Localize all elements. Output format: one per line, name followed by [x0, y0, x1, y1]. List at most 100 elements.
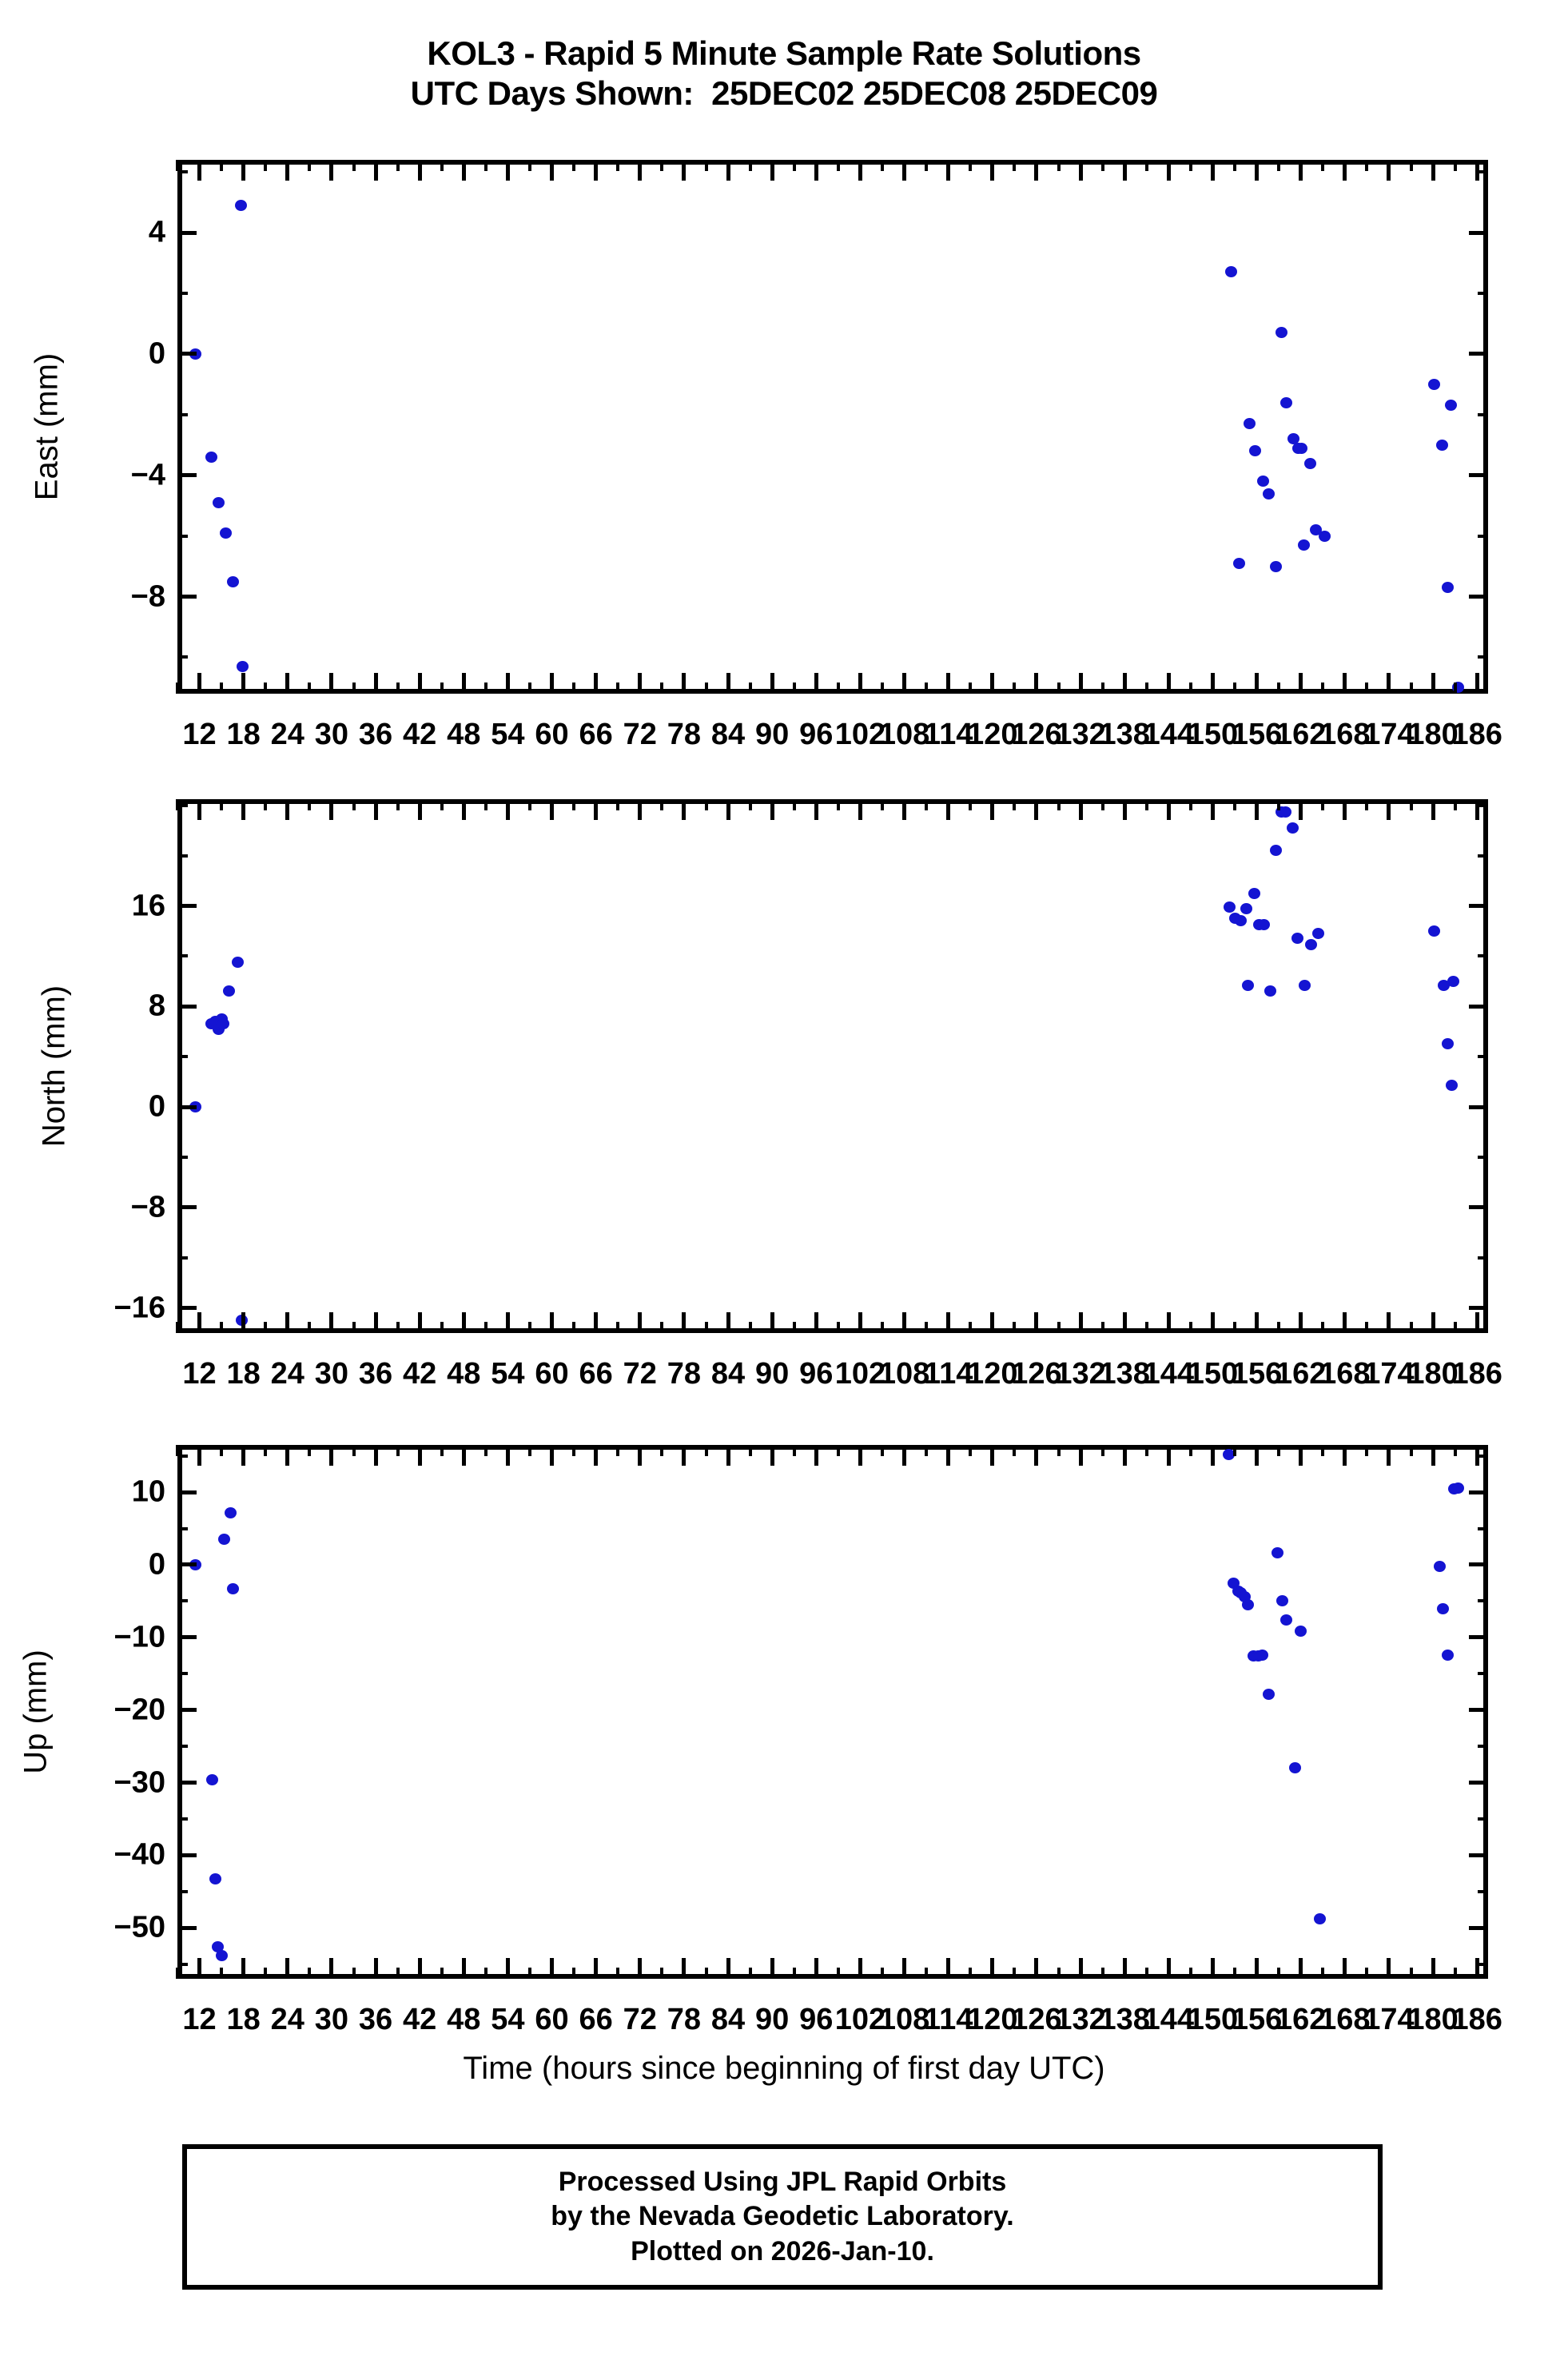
x-tick	[1387, 160, 1391, 181]
y-tick	[177, 954, 188, 958]
x-tick	[329, 1445, 334, 1466]
x-tick	[308, 1322, 312, 1333]
x-tick	[1100, 160, 1104, 171]
y-tick	[1469, 1306, 1488, 1311]
x-tick	[881, 160, 885, 171]
x-tick-label: 48	[447, 718, 481, 751]
x-tick	[550, 799, 555, 820]
x-tick	[505, 160, 510, 181]
x-tick	[1299, 1958, 1303, 1979]
x-tick	[1210, 799, 1215, 820]
x-tick	[616, 1445, 620, 1456]
x-tick	[946, 1312, 951, 1333]
x-tick	[1166, 799, 1171, 820]
x-tick-label: 102	[834, 1357, 886, 1391]
x-tick	[594, 1445, 599, 1466]
x-tick	[396, 1968, 400, 1979]
x-tick	[1387, 673, 1391, 694]
x-tick	[1365, 683, 1369, 694]
x-tick	[1474, 673, 1479, 694]
y-tick	[177, 803, 188, 807]
x-tick	[1122, 1958, 1127, 1979]
y-tick	[177, 854, 188, 858]
x-tick	[704, 799, 708, 810]
x-tick	[1233, 1322, 1237, 1333]
x-tick-label: 132	[1055, 718, 1106, 751]
footer-line-3: Plotted on 2026-Jan-10.	[631, 2235, 934, 2266]
y-tick	[177, 595, 197, 599]
x-tick	[1365, 1968, 1369, 1979]
x-tick	[1255, 1312, 1260, 1333]
y-axis-title-north: North (mm)	[36, 985, 72, 1148]
plot-area-east	[177, 160, 1488, 694]
x-tick-label: 108	[878, 718, 930, 751]
data-point	[1441, 1649, 1454, 1661]
y-tick	[1478, 534, 1488, 538]
y-labels-up: 10 0 −10 −20 −30 −40 −50	[26, 1445, 165, 1979]
y-tick	[1469, 1925, 1488, 1930]
y-labels-east: 4 0 −4 −8	[26, 160, 165, 694]
y-tick	[177, 352, 197, 356]
x-tick-label: 72	[623, 1357, 657, 1391]
data-point	[1279, 396, 1292, 408]
x-tick-label: 120	[967, 1357, 1018, 1391]
x-tick-label: 156	[1231, 718, 1283, 751]
x-tick	[572, 160, 576, 171]
y-tick	[1478, 1526, 1488, 1530]
data-point	[1233, 557, 1246, 569]
x-tick	[1034, 1445, 1039, 1466]
x-tick	[704, 160, 708, 171]
x-tick	[1122, 1312, 1127, 1333]
x-tick-label: 96	[799, 718, 834, 751]
x-tick	[264, 799, 268, 810]
x-tick	[1122, 799, 1127, 820]
x-tick	[241, 1312, 246, 1333]
data-point	[1314, 1913, 1327, 1925]
x-tick	[528, 1322, 531, 1333]
x-tick	[352, 1968, 356, 1979]
data-point	[1295, 1625, 1307, 1637]
x-tick	[264, 1322, 268, 1333]
x-tick	[352, 160, 356, 171]
data-point	[1318, 530, 1331, 542]
x-tick	[1299, 673, 1303, 694]
data-point	[227, 575, 240, 587]
x-tick	[1343, 799, 1347, 820]
x-tick	[748, 1445, 752, 1456]
plot-area-up	[177, 1445, 1488, 1979]
y-tick-label: 8	[148, 989, 165, 1023]
x-tick	[329, 799, 334, 820]
title-line-2: UTC Days Shown: 25DEC02 25DEC08 25DEC09	[410, 74, 1158, 112]
x-tick	[241, 1958, 246, 1979]
x-tick-label: 108	[878, 1357, 930, 1391]
x-tick	[505, 799, 510, 820]
x-tick	[440, 1445, 444, 1456]
plot-frame-east	[177, 160, 1488, 694]
x-tick-label: 60	[535, 1357, 569, 1391]
x-tick	[1144, 1322, 1148, 1333]
x-tick-label: 144	[1143, 1357, 1195, 1391]
x-tick	[814, 1445, 818, 1466]
y-tick-label: −8	[130, 579, 165, 614]
x-tick-label: 54	[491, 718, 525, 751]
x-tick	[1013, 1445, 1017, 1456]
y-tick	[177, 1635, 197, 1640]
data-point	[1243, 418, 1256, 430]
y-tick	[177, 1672, 188, 1676]
x-tick-label: 24	[270, 718, 304, 751]
x-tick	[814, 673, 818, 694]
x-tick	[197, 1445, 202, 1466]
x-tick-label: 156	[1231, 2003, 1283, 2036]
data-point	[1447, 975, 1460, 987]
y-tick	[177, 1889, 188, 1893]
x-tick-label: 114	[924, 2003, 973, 2036]
x-tick-label: 60	[535, 2003, 569, 2036]
x-tick	[461, 1312, 466, 1333]
y-tick	[1478, 954, 1488, 958]
x-tick	[660, 799, 664, 810]
y-tick	[177, 1256, 188, 1260]
data-point	[1444, 400, 1457, 412]
x-tick	[616, 1322, 620, 1333]
x-tick-label: 84	[710, 1357, 746, 1391]
x-tick	[505, 1312, 510, 1333]
